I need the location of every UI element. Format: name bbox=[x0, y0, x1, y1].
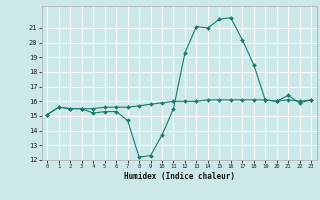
X-axis label: Humidex (Indice chaleur): Humidex (Indice chaleur) bbox=[124, 172, 235, 181]
